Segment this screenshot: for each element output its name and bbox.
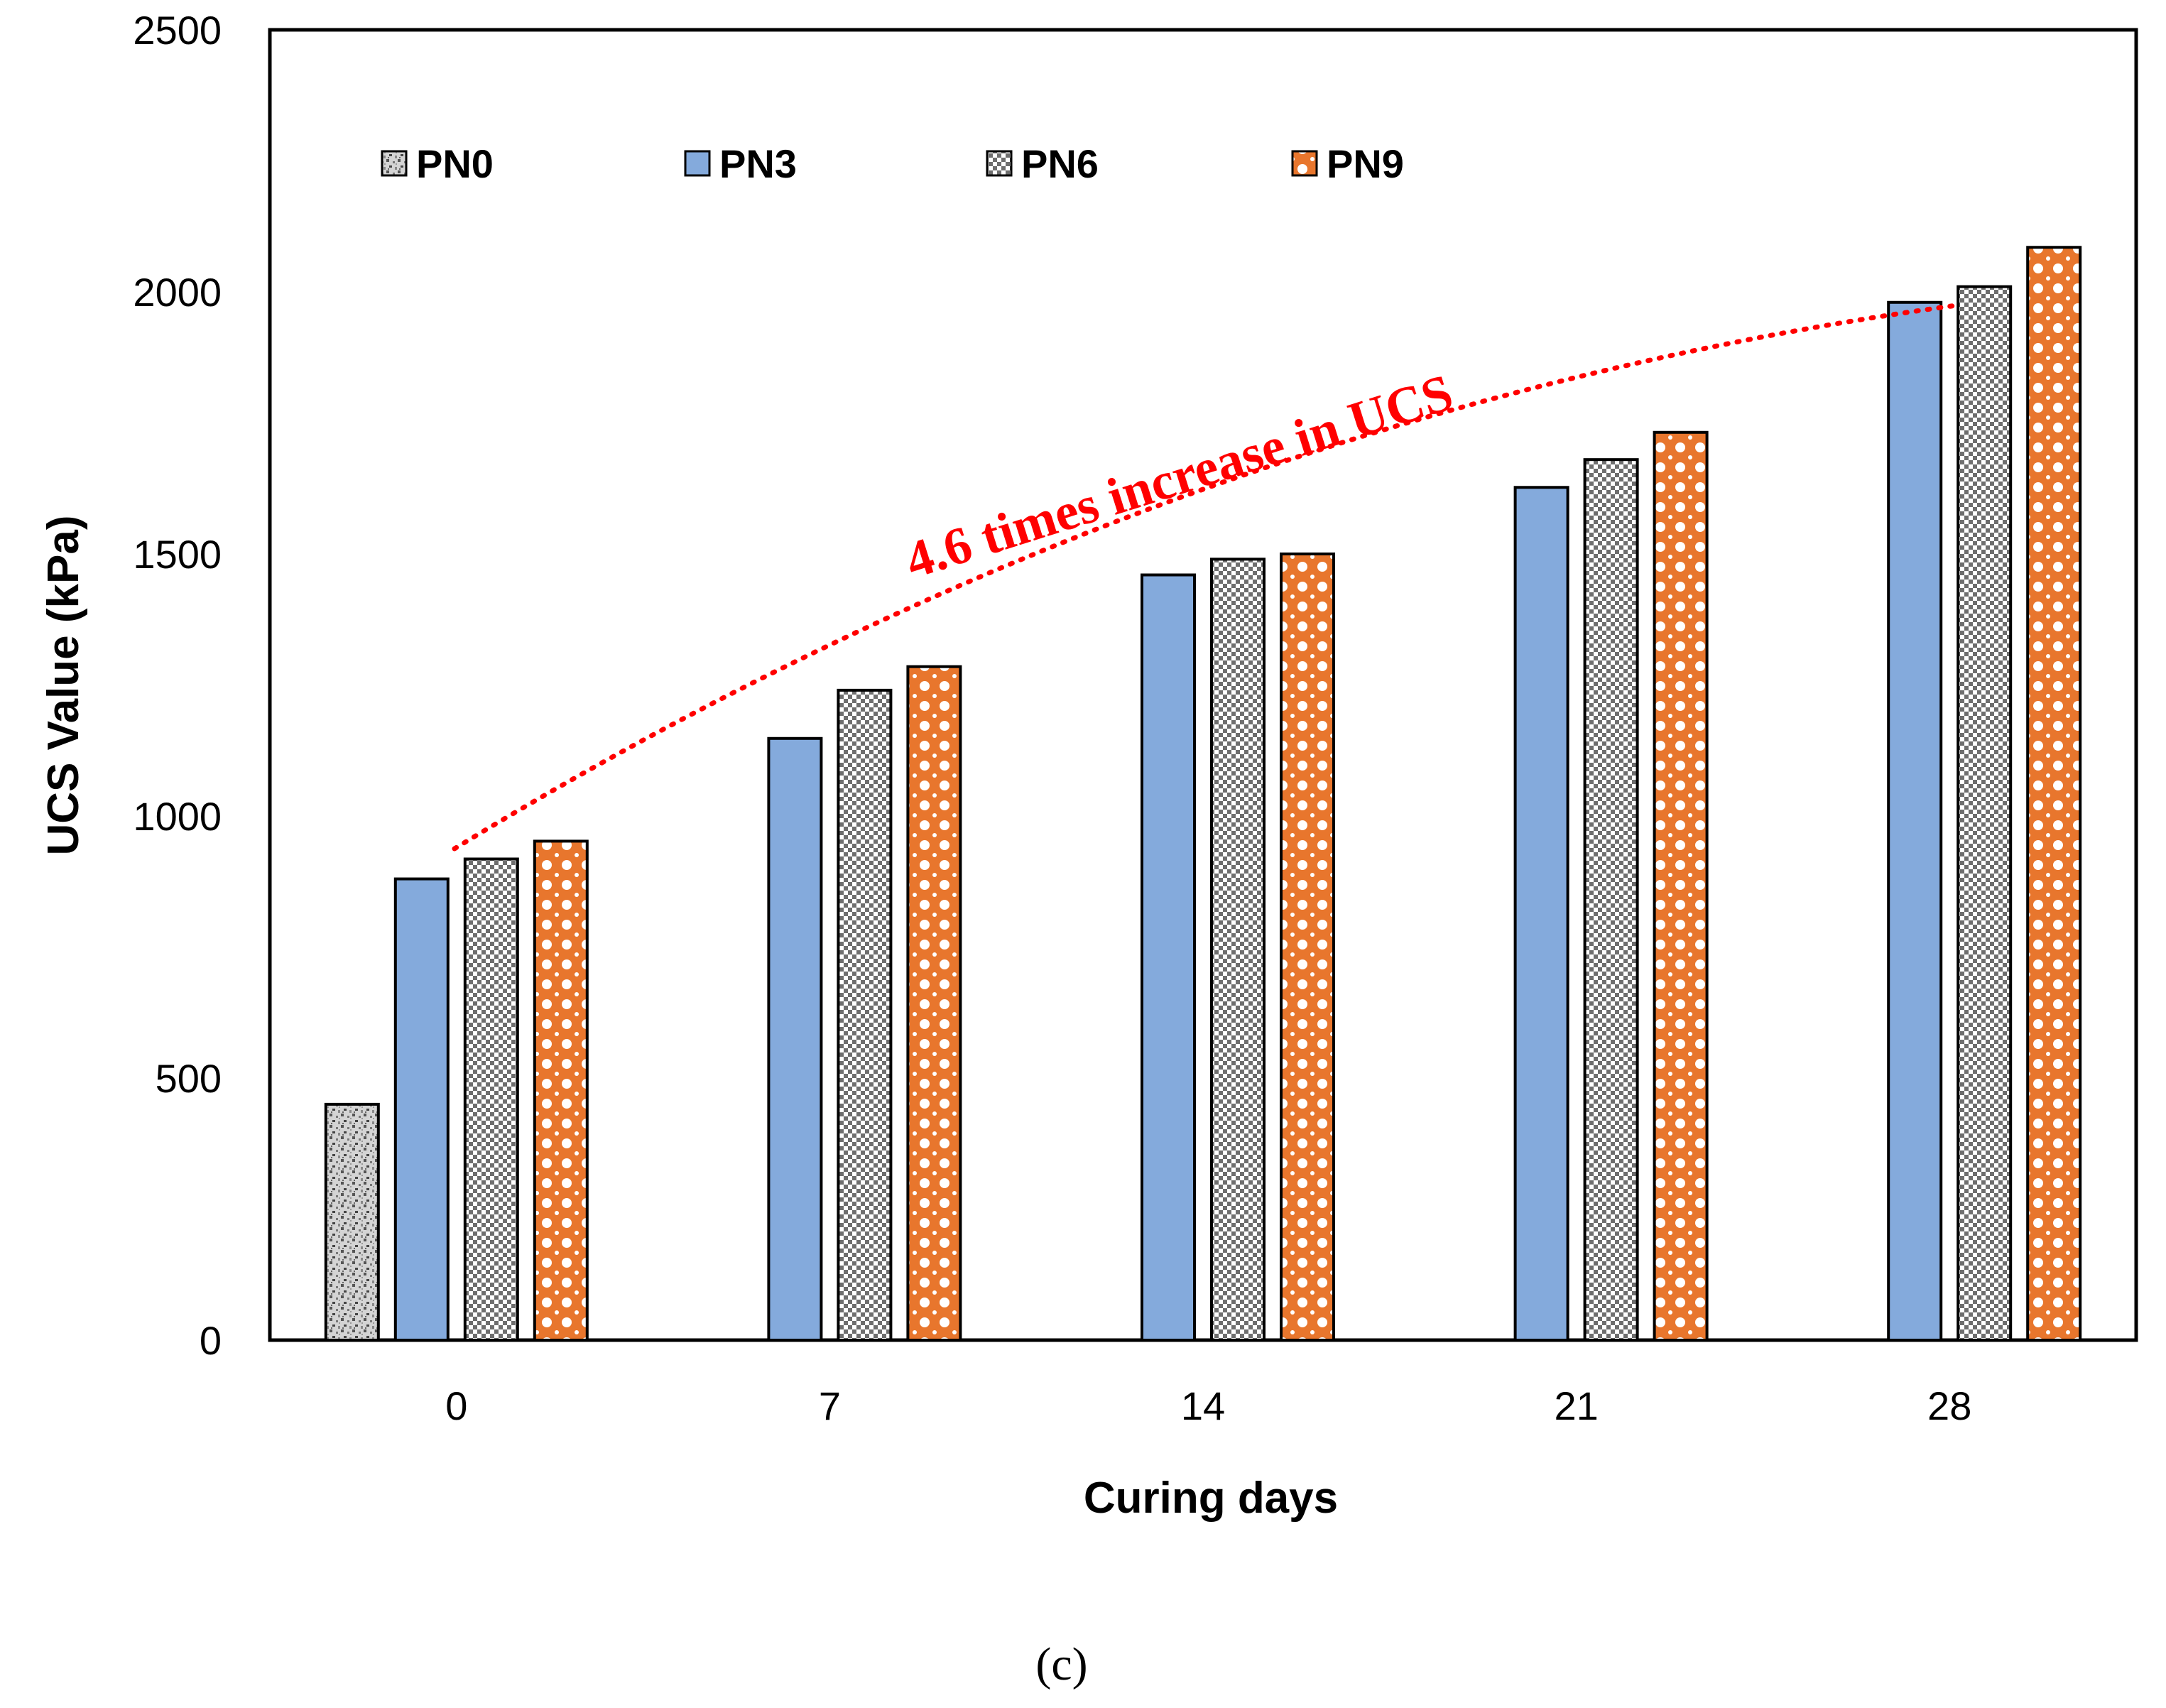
legend-label-pn9: PN9 — [1327, 141, 1404, 186]
x-tick-label: 7 — [819, 1383, 841, 1428]
bar-pn6-day-21 — [1583, 458, 1639, 1342]
legend: PN0 PN3 PN6 PN9 — [381, 141, 1404, 186]
bar-pn9-day-0 — [533, 839, 589, 1342]
trend-dotted-line — [452, 303, 1959, 852]
bar-pn0-day-0 — [324, 1102, 380, 1342]
bar-pn3-day-28 — [1887, 300, 1943, 1342]
y-axis-ticks: 0 500 1000 1500 2000 2500 — [133, 8, 222, 1363]
y-tick-label: 0 — [200, 1318, 222, 1363]
legend-swatch-pn0 — [381, 150, 408, 177]
x-tick-label: 0 — [445, 1383, 467, 1428]
bar-pn3-day-21 — [1513, 486, 1569, 1342]
annotation-text: 4.6 times increase in UCS — [898, 364, 1459, 590]
plot-area-frame — [268, 28, 2138, 1342]
legend-swatch-pn6 — [986, 150, 1013, 177]
bar-pn3-day-0 — [393, 877, 450, 1342]
y-tick-label: 2000 — [133, 270, 222, 315]
legend-swatch-pn9 — [1291, 150, 1318, 177]
x-axis-ticks: 0 7 14 21 28 — [445, 1383, 1971, 1428]
bar-pn6-day-7 — [837, 688, 893, 1342]
bar-pn9-day-28 — [2026, 246, 2082, 1342]
y-tick-label: 2500 — [133, 8, 222, 53]
y-axis-title: UCS Value (kPa) — [39, 516, 88, 856]
y-tick-label: 1000 — [133, 794, 222, 839]
bar-pn6-day-28 — [1957, 285, 2013, 1342]
legend-swatch-pn3 — [684, 150, 711, 177]
x-tick-label: 21 — [1554, 1383, 1598, 1428]
figure-caption: (c) — [1035, 1638, 1087, 1690]
bar-pn3-day-7 — [767, 736, 823, 1342]
x-tick-label: 28 — [1927, 1383, 1971, 1428]
x-axis-title: Curing days — [1084, 1474, 1338, 1523]
legend-label-pn0: PN0 — [416, 141, 494, 186]
bar-pn9-day-14 — [1280, 553, 1335, 1342]
bar-pn9-day-21 — [1653, 430, 1709, 1342]
bar-pn9-day-7 — [906, 665, 962, 1342]
bar-pn3-day-14 — [1141, 573, 1196, 1342]
legend-label-pn3: PN3 — [719, 141, 797, 186]
legend-label-pn6: PN6 — [1021, 141, 1099, 186]
y-tick-label: 500 — [156, 1056, 222, 1101]
y-tick-label: 1500 — [133, 532, 222, 577]
bar-pn6-day-14 — [1210, 557, 1266, 1342]
bar-series — [324, 246, 2082, 1342]
bar-pn6-day-0 — [463, 857, 519, 1342]
x-tick-label: 14 — [1181, 1383, 1225, 1428]
